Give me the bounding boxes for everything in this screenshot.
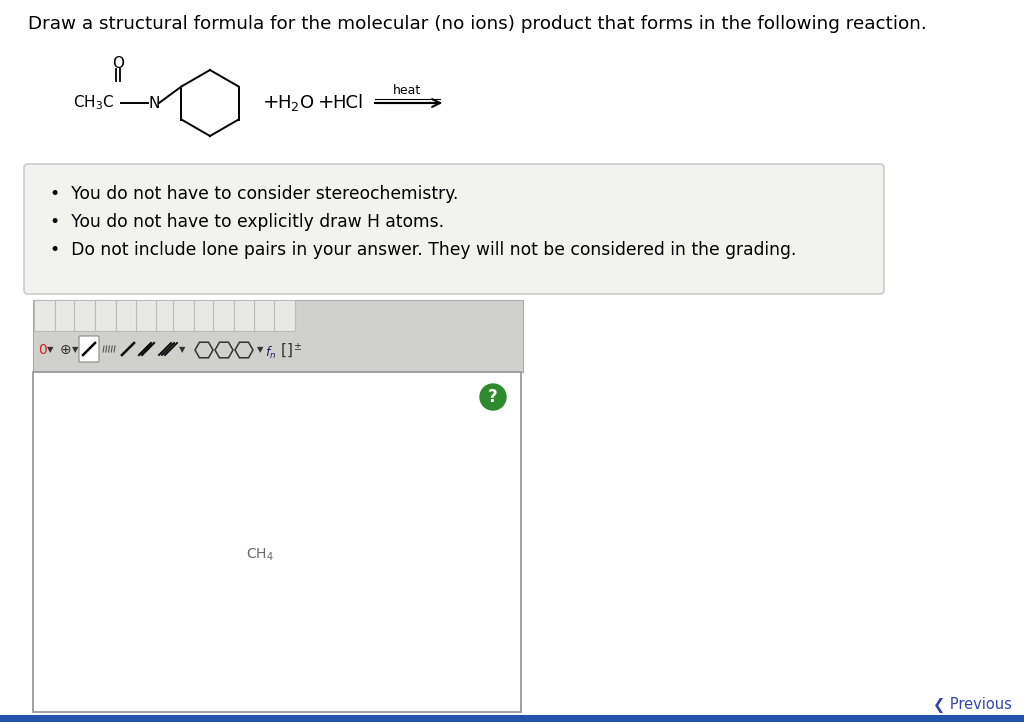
FancyBboxPatch shape: [255, 300, 275, 331]
FancyBboxPatch shape: [213, 300, 234, 331]
Text: ▼: ▼: [72, 346, 79, 355]
Text: CH$_4$: CH$_4$: [246, 547, 273, 563]
Text: ▼: ▼: [47, 346, 53, 355]
Text: $f_n$: $f_n$: [265, 345, 276, 361]
Text: +: +: [318, 94, 335, 113]
Text: O: O: [112, 56, 124, 71]
Text: •  You do not have to consider stereochemistry.: • You do not have to consider stereochem…: [50, 185, 459, 203]
Text: •  You do not have to explicitly draw H atoms.: • You do not have to explicitly draw H a…: [50, 213, 444, 231]
Circle shape: [480, 384, 506, 410]
Text: CH$_3$C: CH$_3$C: [73, 94, 115, 113]
Bar: [33, 300, 523, 372]
Text: ±: ±: [293, 342, 301, 352]
FancyBboxPatch shape: [24, 164, 884, 294]
FancyBboxPatch shape: [136, 300, 158, 331]
FancyBboxPatch shape: [35, 300, 55, 331]
Text: ?: ?: [488, 388, 498, 406]
Text: [: [: [281, 342, 287, 357]
FancyBboxPatch shape: [95, 300, 117, 331]
Text: •  Do not include lone pairs in your answer. They will not be considered in the : • Do not include lone pairs in your answ…: [50, 241, 797, 259]
FancyBboxPatch shape: [55, 300, 77, 331]
Text: ]: ]: [287, 342, 293, 357]
Text: ▼: ▼: [257, 346, 263, 355]
Text: ▼: ▼: [179, 346, 185, 355]
Bar: [0, 715, 1024, 722]
Text: H$_2$O: H$_2$O: [278, 93, 314, 113]
Text: ⊕: ⊕: [60, 343, 72, 357]
FancyBboxPatch shape: [117, 300, 137, 331]
FancyBboxPatch shape: [75, 300, 95, 331]
Bar: [33, 372, 521, 712]
FancyBboxPatch shape: [79, 336, 99, 362]
Text: N: N: [150, 95, 161, 110]
Text: +: +: [263, 94, 280, 113]
FancyBboxPatch shape: [157, 300, 177, 331]
FancyBboxPatch shape: [274, 300, 296, 331]
FancyBboxPatch shape: [195, 300, 215, 331]
Text: ❮ Previous: ❮ Previous: [933, 697, 1012, 713]
Text: heat: heat: [393, 84, 421, 97]
Text: Draw a structural formula for the molecular (no ions) product that forms in the : Draw a structural formula for the molecu…: [28, 15, 927, 33]
FancyBboxPatch shape: [234, 300, 256, 331]
Text: HCl: HCl: [332, 94, 364, 112]
Text: 0: 0: [38, 343, 47, 357]
FancyBboxPatch shape: [173, 300, 195, 331]
